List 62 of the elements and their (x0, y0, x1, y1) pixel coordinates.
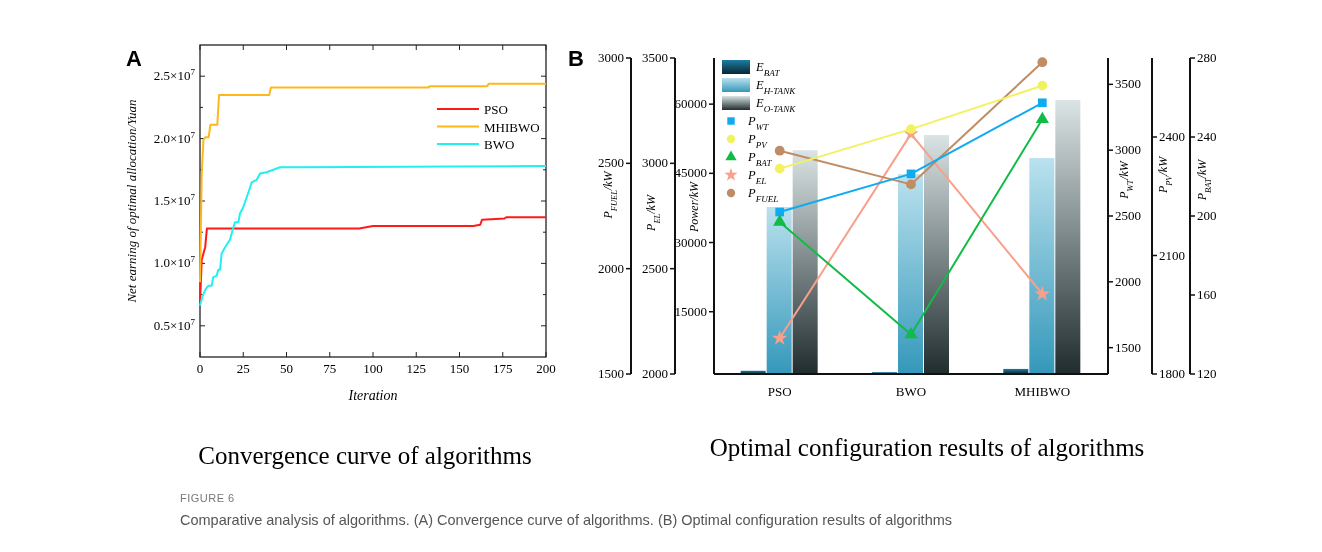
caption: FIGURE 6 (180, 492, 235, 504)
text: A (126, 46, 142, 71)
y-tick-label: 60000 (674, 96, 707, 112)
x-tick-label: 25 (236, 361, 250, 376)
text: Optimal configuration results of algorithms (709, 434, 1145, 461)
x-tick-label: BWO (895, 384, 927, 399)
y2-tick-label: 2000 (642, 366, 668, 381)
y-axis-title: Net earning of optimal allocation/Yuan (124, 99, 139, 304)
x-tick-label: MHIBWO (1014, 384, 1071, 399)
y-tick-label: 2500 (1115, 208, 1141, 223)
x-tick-label: 0 (196, 361, 204, 376)
legend-label: P$_{FUEL}$ (747, 186, 779, 204)
x-axis-title: Iteration (347, 388, 398, 403)
y-tick-label: 3000 (1115, 142, 1141, 158)
y-tick-label: 30000 (674, 234, 707, 250)
y3-tick-label: 160 (1197, 287, 1217, 302)
y3-tick-label: 1500 (598, 366, 624, 381)
y-tick-label: 2.5×10$^{7}$ (153, 67, 196, 84)
y3-tick-label: 240 (1197, 129, 1217, 144)
y-tick-label: 3500 (1115, 76, 1141, 92)
x-tick-label: 200 (536, 361, 556, 376)
y3-tick-label: 2000 (598, 260, 624, 276)
text: Comparative analysis of algorithms. (A) Convergence curve of algorithms. (B) Optimal configuration results of algorithms (180, 512, 953, 528)
x-tick-label: 50 (280, 361, 293, 376)
legend-label: P$_{EL}$ (747, 168, 767, 186)
y3-tick-label: 120 (1197, 366, 1217, 381)
y-tick-label: 1.0×10$^{7}$ (153, 254, 196, 271)
y2-tick-label: 2500 (642, 260, 668, 276)
legend-label: MHIBWO (484, 119, 540, 135)
legend-label: P$_{WT}$ (747, 114, 770, 132)
y-tick-label: 45000 (674, 165, 707, 181)
y2-tick-label: 3500 (642, 50, 668, 65)
x-tick-label: PSO (767, 384, 792, 399)
y2-tick-label: 1800 (1159, 366, 1185, 381)
legend-label: E$_{H-TANK}$ (755, 78, 797, 96)
y3-tick-label: 200 (1197, 208, 1217, 223)
y3-tick-label: 3000 (598, 50, 624, 65)
text: B (568, 46, 584, 71)
x-tick-label: 150 (449, 361, 470, 376)
legend-label: E$_{O-TANK}$ (755, 96, 797, 114)
x-tick-label: 75 (323, 361, 337, 376)
y-tick-label: 0.5×10$^{7}$ (153, 316, 196, 333)
legend-label: E$_{BAT}$ (755, 60, 781, 78)
x-tick-label: 125 (406, 361, 426, 376)
y2-tick-label: 2400 (1159, 129, 1185, 144)
y-tick-label: 2000 (1115, 273, 1141, 289)
text: Convergence curve of algorithms (198, 442, 532, 469)
y2-tick-label: 3000 (642, 155, 668, 171)
y2-tick-label: 2100 (1159, 247, 1185, 263)
x-tick-label: 175 (493, 361, 513, 376)
y-tick-label: 1500 (1115, 339, 1141, 355)
legend-label: PSO (484, 102, 508, 117)
y-tick-label: 1.5×10$^{7}$ (153, 192, 196, 208)
y-axis-title: Power/kW (687, 181, 701, 233)
legend-label: P$_{BAT}$ (747, 150, 773, 168)
y3-tick-label: 2500 (598, 155, 624, 171)
y3-tick-label: 280 (1197, 50, 1217, 65)
y-tick-label: 2.0×10$^{7}$ (153, 129, 196, 146)
legend-label: BWO (484, 137, 515, 152)
y-tick-label: 15000 (674, 303, 707, 319)
legend-label: P$_{PV}$ (747, 132, 769, 150)
x-tick-label: 100 (363, 361, 383, 376)
